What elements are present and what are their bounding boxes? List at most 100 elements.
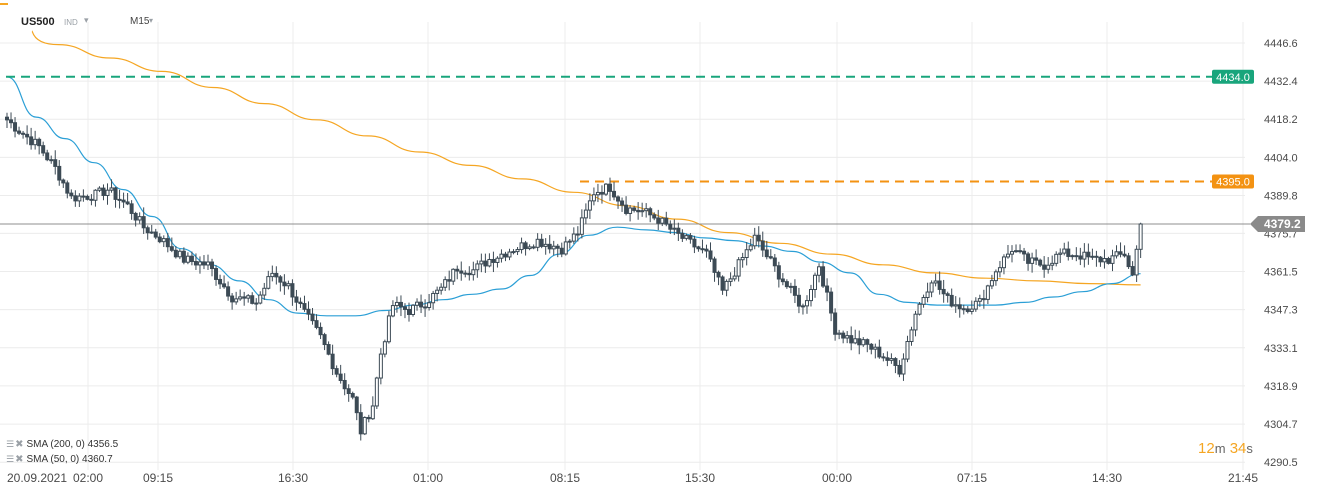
candle-body xyxy=(1118,251,1123,255)
timeframe-dropdown-icon[interactable]: ▾ xyxy=(149,16,154,25)
candle-body xyxy=(77,195,82,202)
candle-body xyxy=(310,313,315,322)
candle-body xyxy=(977,298,982,302)
y-tick-label: 4333.1 xyxy=(1264,343,1298,355)
legend-sma200[interactable]: ☰✖ SMA (200, 0) 4356.5 xyxy=(6,439,118,450)
candle-body xyxy=(817,266,822,276)
candle-body xyxy=(346,388,351,395)
candle-body xyxy=(889,358,894,361)
candle-body xyxy=(624,204,629,214)
timeframe-selector[interactable]: M15 xyxy=(130,16,150,27)
candle-body xyxy=(85,195,90,200)
candle-body xyxy=(354,396,359,414)
candle-body xyxy=(700,248,705,251)
candle-body xyxy=(1005,253,1010,258)
candle-body xyxy=(837,332,842,335)
candle-body xyxy=(137,216,142,221)
candle-body xyxy=(909,329,914,343)
candle-body xyxy=(591,194,596,202)
candle-body xyxy=(254,302,259,305)
candle-body xyxy=(648,208,653,216)
candle-body xyxy=(101,187,106,196)
candle-body xyxy=(792,285,797,296)
candle-body xyxy=(833,312,838,335)
candle-body xyxy=(796,294,801,307)
candle-body xyxy=(656,217,661,224)
candle-body xyxy=(193,261,198,266)
price-level-tag[interactable] xyxy=(1212,174,1254,189)
candle-body xyxy=(1090,255,1095,258)
candle-body xyxy=(366,416,371,420)
candle-body xyxy=(676,227,681,234)
x-tick-label: 16:30 xyxy=(278,471,308,485)
candle-body xyxy=(435,289,440,294)
candle-body xyxy=(813,274,818,291)
candle-body xyxy=(547,243,552,250)
candle-body xyxy=(1138,223,1143,250)
candle-body xyxy=(845,335,850,339)
candle-body xyxy=(929,282,934,293)
candle-body xyxy=(555,245,560,249)
candle-body xyxy=(258,294,263,304)
candle-body xyxy=(527,246,532,250)
symbol-dropdown-icon[interactable]: ▾ xyxy=(84,15,89,25)
price-level-tag[interactable] xyxy=(1212,69,1254,84)
current-price-tag xyxy=(1250,215,1305,232)
candle-body xyxy=(849,335,854,344)
y-tick-label: 4318.9 xyxy=(1264,381,1298,393)
candle-body xyxy=(756,234,761,242)
candle-body xyxy=(515,249,520,253)
candle-body xyxy=(238,296,243,300)
symbol-label[interactable]: US500 xyxy=(21,16,55,28)
candle-body xyxy=(133,212,138,221)
candle-body xyxy=(599,191,604,195)
candle-body xyxy=(1058,252,1063,255)
candle-body xyxy=(49,159,54,162)
settings-icon[interactable]: ☰ xyxy=(6,439,15,449)
x-tick-label: 21:45 xyxy=(1228,471,1258,485)
candle-body xyxy=(306,308,311,315)
candle-body xyxy=(877,346,882,358)
candle-body xyxy=(981,298,986,301)
settings-icon[interactable]: ☰ xyxy=(6,454,15,464)
candle-body xyxy=(993,271,998,282)
candle-body xyxy=(925,291,930,299)
candle-body xyxy=(314,320,319,328)
candle-body xyxy=(362,416,367,435)
candle-body xyxy=(129,203,134,214)
candle-body xyxy=(881,356,886,359)
candle-body xyxy=(370,405,375,420)
candle-body xyxy=(841,332,846,339)
candle-body xyxy=(760,240,765,251)
legend-sma50[interactable]: ☰✖ SMA (50, 0) 4360.7 xyxy=(6,454,113,465)
candle-body xyxy=(169,246,174,251)
candle-body xyxy=(664,217,669,225)
candle-body xyxy=(483,260,488,267)
candle-body xyxy=(543,243,548,247)
candle-body xyxy=(117,198,122,201)
candle-body xyxy=(467,272,472,276)
candle-body xyxy=(1026,253,1031,264)
candle-body xyxy=(41,145,46,154)
candle-body xyxy=(1094,255,1099,258)
price-level-label: 4395.0 xyxy=(1216,177,1250,189)
candle-body xyxy=(157,236,162,243)
candle-body xyxy=(1046,264,1051,270)
candle-body xyxy=(965,308,970,312)
candle-body xyxy=(471,269,476,276)
close-icon[interactable]: ✖ xyxy=(15,454,24,465)
legend-sma200-label: SMA (200, 0) 4356.5 xyxy=(26,439,119,450)
candle-body xyxy=(206,261,210,266)
candle-body xyxy=(732,275,737,280)
candle-body xyxy=(567,240,572,243)
close-icon[interactable]: ✖ xyxy=(15,439,24,450)
candle-body xyxy=(13,122,18,132)
candle-body xyxy=(282,281,287,287)
candle-body xyxy=(121,199,126,203)
candle-body xyxy=(1014,250,1019,253)
candle-body xyxy=(53,159,58,167)
candle-body xyxy=(716,271,721,278)
candle-body xyxy=(242,296,247,299)
